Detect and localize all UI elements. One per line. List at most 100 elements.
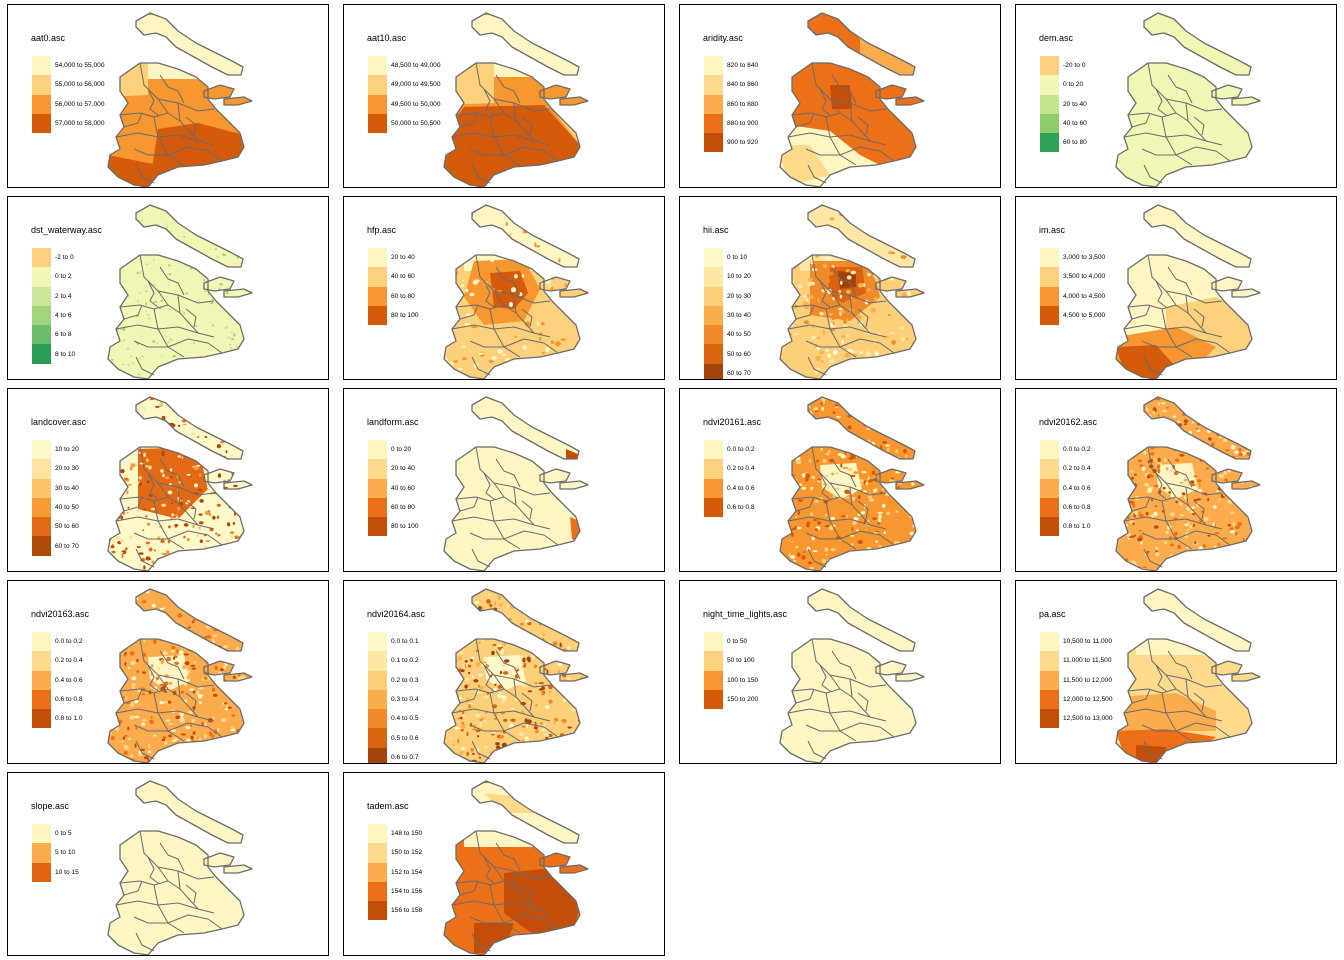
raster-cell	[886, 410, 890, 414]
raster-cell	[235, 609, 239, 615]
raster-cell	[833, 566, 837, 570]
raster-cell	[543, 723, 546, 728]
district-boundary	[133, 914, 223, 930]
raster-cell	[812, 281, 816, 286]
raster-cell	[913, 397, 919, 401]
raster-cell	[1186, 444, 1192, 447]
raster-cell	[1238, 447, 1242, 452]
raster-cell	[1221, 412, 1228, 417]
raster-cell	[114, 491, 118, 495]
raster-cell	[115, 511, 119, 514]
raster-cell	[512, 760, 517, 763]
raster-cell	[123, 744, 128, 749]
raster-cell	[139, 469, 145, 474]
legend-entry: 60 to 70	[32, 536, 79, 556]
raster-cell	[161, 553, 167, 555]
raster-cell	[166, 623, 171, 629]
raster-cell	[1186, 552, 1189, 557]
raster-cell	[835, 415, 841, 419]
raster-cell	[245, 655, 249, 659]
raster-cell	[200, 467, 203, 470]
raster-cell	[173, 656, 175, 660]
district-boundary	[795, 688, 815, 704]
raster-cell	[840, 463, 843, 468]
raster-cell	[179, 711, 184, 717]
raster-cell	[139, 431, 144, 435]
raster-cell	[562, 654, 569, 658]
raster-cell	[148, 547, 153, 552]
raster-cell	[171, 534, 174, 537]
raster-cell	[805, 247, 811, 252]
raster-cell	[182, 423, 187, 426]
district-boundary	[1167, 650, 1193, 680]
raster-cell	[108, 598, 112, 602]
raster-cell	[167, 340, 171, 344]
raster-cell	[905, 559, 908, 563]
raster-cell	[220, 656, 226, 660]
raster-cell	[574, 741, 578, 746]
raster-cell	[495, 620, 501, 625]
raster-cell	[917, 503, 921, 507]
raster-cell	[143, 407, 146, 412]
raster-cell	[833, 452, 836, 456]
legend-swatch	[1040, 517, 1059, 537]
raster-cell	[888, 251, 892, 255]
raster-cell	[172, 537, 177, 541]
raster-cell	[197, 693, 203, 699]
district-boundary	[1165, 290, 1189, 314]
raster-cell	[220, 442, 225, 445]
raster-cell	[489, 239, 495, 243]
raster-cell	[205, 647, 210, 651]
raster-cell	[911, 511, 914, 514]
legend-label: 3,000 to 3,500	[1063, 254, 1106, 262]
raster-cell	[123, 590, 128, 595]
raster-cell	[904, 438, 909, 441]
raster-cell	[216, 211, 220, 214]
raster-cell	[178, 592, 182, 596]
raster-cell	[531, 615, 534, 619]
raster-cell	[108, 298, 111, 301]
raster-cell	[136, 542, 142, 546]
raster-cell	[786, 205, 789, 207]
district-boundary	[787, 516, 887, 530]
raster-cell	[503, 590, 506, 594]
raster-cell	[548, 589, 552, 592]
raster-cell	[911, 364, 917, 368]
raster-cell	[1132, 524, 1137, 527]
raster-cell	[189, 756, 194, 761]
district-boundary	[807, 356, 827, 376]
raster-cell	[895, 449, 898, 453]
district-boundary	[135, 548, 155, 568]
raster-cell	[836, 566, 840, 570]
raster-cell	[127, 506, 130, 509]
raster-cell	[579, 300, 586, 306]
district-boundary	[451, 900, 551, 914]
raster-cell	[120, 608, 122, 613]
map-title: im.asc	[1039, 225, 1066, 235]
raster-cell	[521, 274, 525, 278]
raster-cell	[578, 269, 584, 272]
raster-cell	[123, 477, 129, 480]
map-canvas	[107, 780, 253, 955]
raster-cell	[1157, 468, 1161, 474]
raster-cell	[499, 691, 504, 694]
map-legend: 20 to 40 40 to 60 60 to 80 80 to 100	[368, 248, 419, 326]
raster-cell	[1138, 459, 1143, 463]
raster-cell	[180, 497, 183, 500]
raster-cell	[111, 550, 116, 554]
coastline-outline	[895, 672, 925, 682]
raster-cell	[119, 405, 125, 408]
raster-cell	[1156, 408, 1161, 412]
legend-label: 80 to 100	[391, 312, 419, 320]
district-boundary	[787, 708, 887, 722]
coastline-outline	[203, 276, 235, 292]
raster-cell	[1116, 478, 1118, 480]
raster-cell	[234, 611, 238, 615]
coastline-outline	[539, 276, 571, 292]
raster-cell	[161, 397, 167, 399]
legend-swatch	[704, 75, 723, 95]
raster-cell	[868, 494, 873, 499]
raster-cell	[1189, 555, 1193, 560]
raster-cell	[797, 499, 803, 502]
legend-entry: 4,500 to 5,000	[1040, 305, 1105, 326]
